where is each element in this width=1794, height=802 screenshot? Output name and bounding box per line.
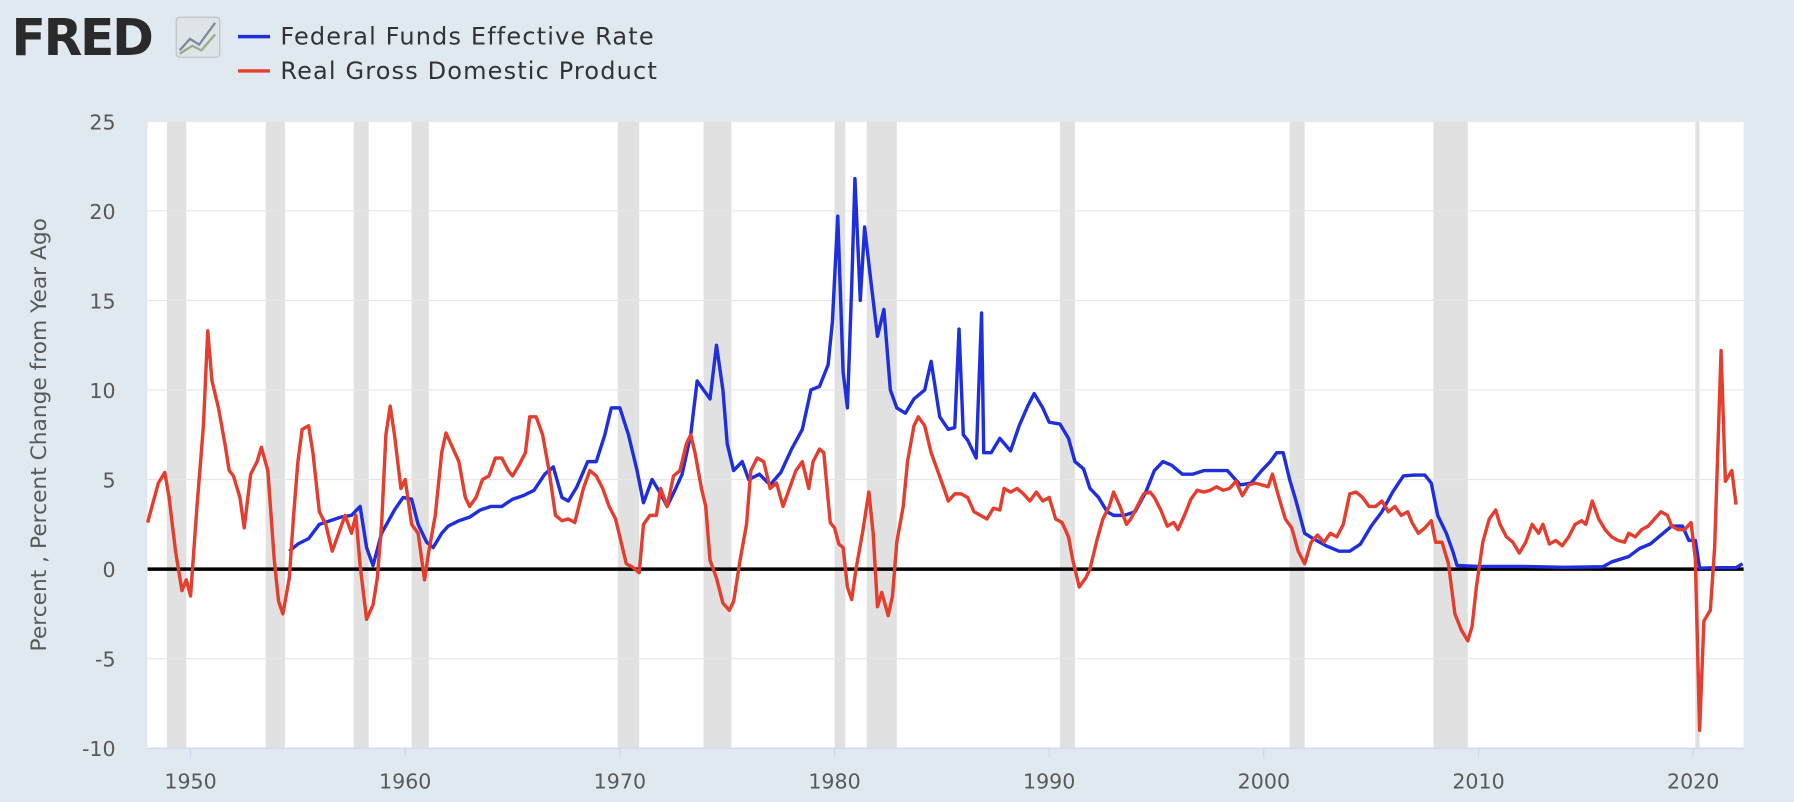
x-tick-label: 2000	[1238, 769, 1290, 793]
y-tick-label: 10	[89, 379, 115, 403]
recession-band	[265, 121, 286, 749]
recession-band	[353, 121, 369, 749]
series-line	[145, 329, 1738, 733]
logo-icon	[175, 16, 221, 58]
x-tick-label: 2020	[1667, 769, 1719, 793]
x-tick-label: 1970	[594, 769, 646, 793]
recession-band	[1289, 121, 1305, 749]
y-tick-label: -5	[95, 648, 116, 672]
y-tick-label: 25	[89, 110, 115, 134]
logo: FRED	[11, 8, 152, 67]
y-tick-label: 20	[89, 200, 115, 224]
recession-band	[166, 121, 187, 749]
y-tick-label: 5	[102, 469, 115, 493]
series-line	[288, 176, 1744, 570]
x-tick-label: 1950	[164, 769, 216, 793]
y-tick-label: 15	[89, 289, 115, 313]
legend-label: Federal Funds Effective Rate	[280, 23, 654, 51]
y-tick-label: -10	[82, 737, 116, 761]
recession-band	[834, 121, 846, 749]
y-tick-label: 0	[102, 558, 115, 582]
x-tick-label: 2010	[1452, 769, 1504, 793]
recession-band	[1695, 121, 1700, 749]
recession-band	[411, 121, 429, 749]
x-tick-label: 1960	[379, 769, 431, 793]
x-tick-label: 1990	[1023, 769, 1075, 793]
x-tick-label: 1980	[808, 769, 860, 793]
recession-band	[866, 121, 897, 749]
recession-band	[1433, 121, 1468, 749]
legend-label: Real Gross Domestic Product	[280, 57, 658, 85]
y-axis-label: Percent , Percent Change from Year Ago	[27, 218, 52, 651]
